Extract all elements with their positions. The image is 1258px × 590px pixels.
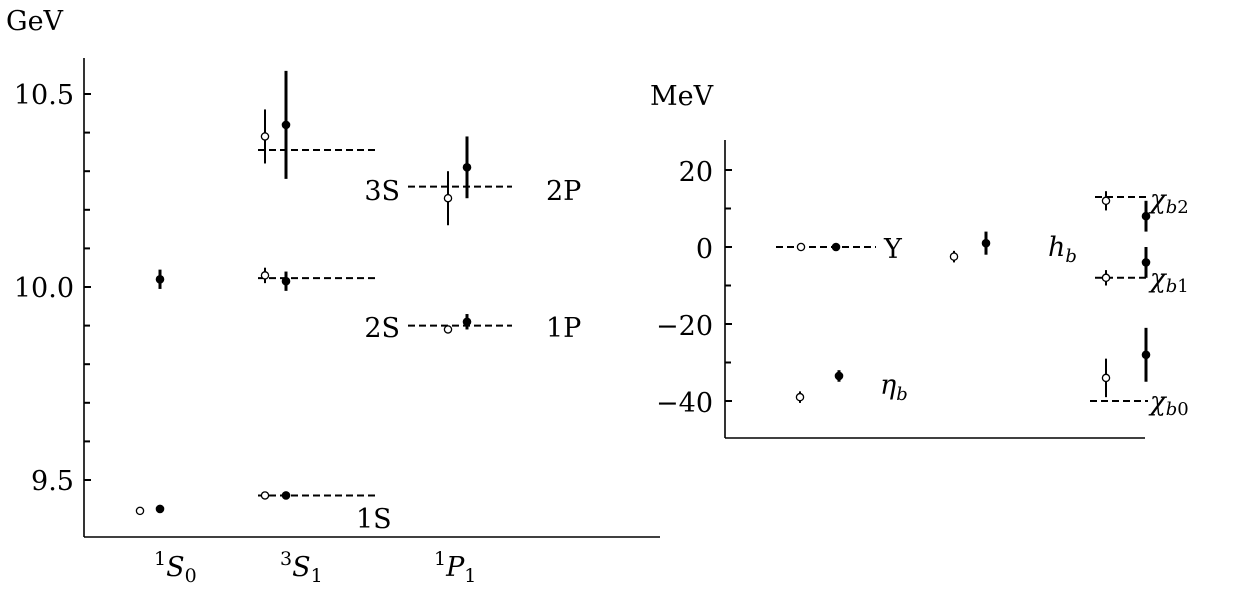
right-point-open-0-open-marker	[796, 242, 806, 252]
left-ticks	[84, 93, 91, 481]
left-tick-label-10-0: 10.0	[14, 273, 74, 304]
right-tick-labels: 20 0 −20 −40	[656, 157, 713, 419]
left-panel: GeV 10.5 10.0 9.5 3S 2S 1S 2P 1P 1S0 3S1…	[6, 6, 660, 587]
left-point-filled-6-filled-marker	[462, 163, 472, 172]
right-levels	[776, 195, 1148, 402]
category-label-3S1: 3S1	[280, 548, 323, 587]
left-tick-labels: 10.5 10.0 9.5	[14, 80, 74, 497]
left-tick-label-10-5: 10.5	[14, 80, 74, 111]
state-label-chi-b0: χb0	[1148, 387, 1189, 420]
category-label-1P1: 1P1	[434, 548, 476, 587]
state-label-eta-b: ηb	[880, 370, 908, 405]
left-point-open-3-open-marker	[260, 132, 270, 141]
state-label-chi-b1: χb1	[1148, 264, 1189, 297]
left-point-filled-4-filled-marker	[281, 120, 291, 130]
left-point-filled-0-filled-marker	[155, 504, 165, 514]
left-point-open-2-open-marker	[260, 271, 270, 280]
right-point-filled-4-filled-marker	[1141, 258, 1151, 267]
left-tick-label-9-5: 9.5	[31, 466, 74, 497]
right-point-open-2-open-marker	[949, 252, 959, 261]
right-point-open-1-open-marker	[795, 392, 805, 402]
right-point-filled-3-filled-marker	[1141, 211, 1151, 221]
right-panel: MeV 20 0 −20 −40 Υ χb2 χb1 χb0 hb ηb	[650, 81, 1189, 439]
right-state-labels: Υ χb2 χb1 χb0 hb ηb	[880, 185, 1189, 420]
right-point-filled-0-filled-marker	[831, 242, 841, 252]
right-point-open-4-open-marker	[1101, 273, 1111, 283]
right-point-open-5-open-marker	[1101, 373, 1111, 383]
right-tick-label-0: 0	[696, 234, 713, 265]
state-label-chi-b2: χb2	[1148, 185, 1189, 218]
left-point-filled-2-filled-marker	[281, 491, 291, 500]
right-tick-label-m20: −20	[656, 311, 713, 342]
level-label-2S: 2S	[364, 313, 400, 344]
state-label-upsilon: Υ	[883, 234, 903, 265]
right-points	[795, 191, 1151, 403]
right-ticks	[725, 169, 732, 402]
left-category-labels: 1S0 3S1 1P1	[154, 548, 476, 587]
left-levels	[258, 148, 512, 497]
left-point-open-0-open-marker	[135, 506, 145, 516]
level-label-1P: 1P	[546, 313, 581, 344]
right-point-filled-2-filled-marker	[981, 238, 991, 248]
left-point-filled-1-filled-marker	[155, 274, 165, 284]
right-tick-label-20: 20	[679, 157, 713, 188]
level-label-1S: 1S	[356, 504, 392, 535]
right-point-filled-1-filled-marker	[834, 371, 844, 381]
left-level-labels: 3S 2S 1S 2P 1P	[356, 176, 581, 535]
right-tick-label-m40: −40	[656, 388, 713, 419]
level-label-3S: 3S	[364, 176, 400, 207]
left-point-open-4-open-marker	[443, 325, 453, 334]
level-label-2P: 2P	[546, 176, 581, 207]
left-point-open-1-open-marker	[260, 491, 270, 500]
left-points	[135, 70, 472, 516]
right-point-open-3-open-marker	[1101, 196, 1111, 206]
left-point-open-5-open-marker	[443, 193, 453, 203]
right-unit-label: MeV	[650, 81, 714, 112]
category-label-1S0: 1S0	[154, 548, 197, 587]
left-point-filled-3-filled-marker	[281, 276, 291, 286]
left-unit-label: GeV	[6, 6, 64, 37]
left-point-filled-5-filled-marker	[462, 317, 472, 327]
right-point-filled-5-filled-marker	[1141, 350, 1151, 360]
state-label-h-b: hb	[1048, 232, 1077, 267]
